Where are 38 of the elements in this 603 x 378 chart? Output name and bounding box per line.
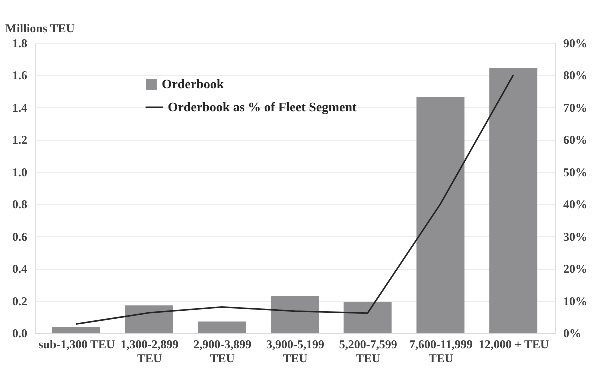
y-tick-label: 1.8 bbox=[12, 36, 28, 50]
bar bbox=[125, 306, 174, 333]
y2-tick-label: 10% bbox=[564, 294, 588, 308]
y2-tick-label: 50% bbox=[564, 165, 588, 180]
x-tick-label: 1,300-2,899 TEU bbox=[120, 338, 179, 366]
y-axis-title: Millions TEU bbox=[6, 22, 76, 36]
bar bbox=[416, 96, 465, 333]
x-tick-label: 12,000 + TEU bbox=[478, 338, 550, 352]
x-tick-label: 3,900-5,199 TEU bbox=[266, 338, 324, 366]
y-tick-label: 1.2 bbox=[12, 133, 28, 148]
y2-tick-label: 30% bbox=[564, 230, 588, 244]
y2-tick-label: 20% bbox=[564, 262, 588, 276]
bar bbox=[52, 327, 100, 333]
y-tick-label: 0.2 bbox=[12, 294, 28, 308]
y-tick-label: 1.6 bbox=[12, 68, 28, 83]
x-tick-label: sub-1,300 TEU bbox=[38, 338, 116, 352]
y-tick-label: 1.0 bbox=[12, 165, 28, 180]
y-tick-label: 0.0 bbox=[12, 326, 28, 340]
bar bbox=[344, 302, 392, 333]
x-tick-label: 5,200-7,599 TEU bbox=[339, 338, 398, 366]
bar bbox=[490, 68, 538, 333]
y2-tick-label: 40% bbox=[564, 198, 588, 212]
line-series bbox=[76, 74, 514, 326]
x-tick-label: 2,900-3,899 TEU bbox=[194, 338, 252, 366]
y-tick-label: 0.4 bbox=[12, 262, 28, 276]
y-tick-label: 0.6 bbox=[12, 230, 28, 244]
bar bbox=[271, 296, 319, 333]
bar bbox=[198, 322, 246, 333]
y-tick-label: 1.4 bbox=[12, 100, 28, 115]
y2-tick-label: 90% bbox=[564, 36, 588, 50]
y2-tick-label: 0% bbox=[564, 326, 582, 340]
legend-label: Orderbook bbox=[162, 76, 225, 92]
legend-label: Orderbook as % of Fleet Segment bbox=[168, 100, 358, 114]
y-tick-label: 0.8 bbox=[12, 198, 28, 212]
x-tick-label: 7,600-11,999 TEU bbox=[410, 338, 473, 366]
y2-tick-label: 80% bbox=[564, 68, 588, 83]
y2-tick-label: 60% bbox=[564, 133, 588, 148]
y2-tick-label: 70% bbox=[564, 100, 588, 115]
